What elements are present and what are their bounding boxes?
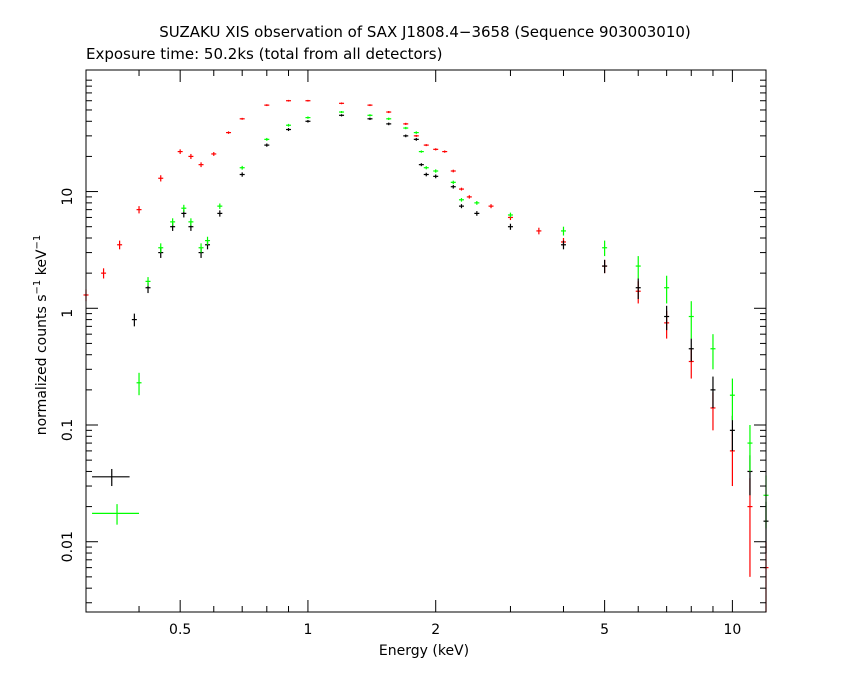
y-axis-title-unit: keV (34, 249, 50, 280)
y-axis-title-base: normalized counts s (34, 294, 50, 435)
y-tick-label: 0.1 (60, 419, 76, 441)
series-1 (131, 114, 769, 554)
series-layer (83, 99, 769, 612)
chart-title: SUZAKU XIS observation of SAX J1808.4−36… (159, 23, 691, 41)
x-axis-title: Energy (keV) (379, 643, 469, 659)
y-axis-title-exp2: −1 (32, 235, 43, 250)
y-axis-title-exp1: −1 (32, 280, 43, 295)
series-2 (136, 110, 769, 529)
series-3 (92, 468, 130, 487)
y-tick-label: 10 (60, 188, 76, 206)
x-tick-label: 0.5 (169, 622, 191, 638)
x-tick-label: 1 (303, 622, 312, 638)
x-tick-label: 10 (723, 622, 741, 638)
y-axis-title: normalized counts s−1 keV−1 (32, 235, 50, 436)
y-tick-label: 1 (60, 309, 76, 318)
x-tick-label: 5 (600, 622, 609, 638)
y-tick-label: 0.01 (60, 531, 76, 562)
chart-subtitle: Exposure time: 50.2ks (total from all de… (86, 45, 442, 63)
series-0 (83, 99, 769, 612)
series-4 (92, 504, 140, 525)
axis-ticks: 0.5 1 2 5 10 0.01 0.1 1 10 (60, 70, 766, 638)
x-tick-label: 2 (431, 622, 440, 638)
plot-frame (85, 69, 767, 613)
